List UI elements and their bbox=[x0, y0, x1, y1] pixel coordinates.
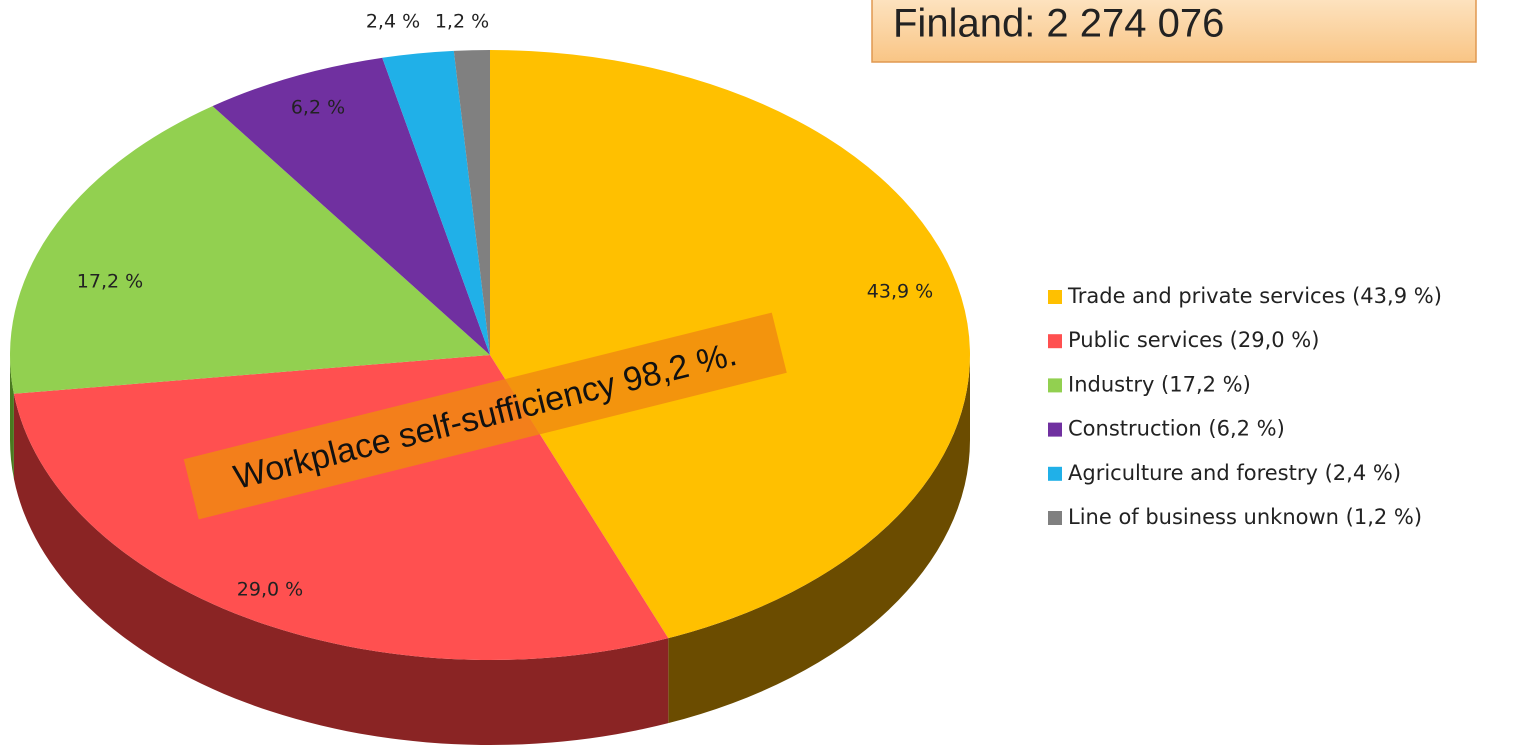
value-label: 17,2 % bbox=[77, 271, 143, 293]
legend-swatch bbox=[1048, 378, 1062, 393]
slice-side bbox=[668, 355, 970, 724]
legend-label: Trade and private services (43,9 %) bbox=[1067, 284, 1442, 308]
value-label: 43,9 % bbox=[867, 281, 933, 303]
legend-swatch bbox=[1048, 511, 1062, 525]
legend-label: Industry (17,2 %) bbox=[1068, 372, 1251, 396]
value-label: 1,2 % bbox=[435, 11, 489, 33]
value-label: 6,2 % bbox=[291, 97, 345, 119]
chart-title: Finland: 2 274 076 bbox=[893, 2, 1224, 46]
title-box bbox=[871, 0, 1477, 63]
slice bbox=[212, 57, 491, 356]
legend-swatch bbox=[1048, 290, 1062, 304]
value-label: 29,0 % bbox=[237, 579, 303, 601]
slice-side bbox=[10, 355, 14, 479]
legend-swatch bbox=[1048, 334, 1062, 349]
slice bbox=[10, 106, 491, 394]
legend-swatch bbox=[1048, 422, 1062, 437]
slice bbox=[382, 50, 490, 355]
legend-label: Construction (6,2 %) bbox=[1068, 417, 1285, 441]
legend-label: Line of business unknown (1,2 %) bbox=[1068, 505, 1422, 529]
slice-side bbox=[13, 393, 669, 745]
slice bbox=[453, 50, 490, 355]
legend-label: Agriculture and forestry (2,4 %) bbox=[1068, 461, 1401, 485]
legend-label: Public services (29,0 %) bbox=[1068, 328, 1319, 352]
legend-swatch bbox=[1048, 466, 1062, 481]
annotation-box bbox=[183, 312, 787, 520]
value-label: 2,4 % bbox=[366, 11, 420, 33]
